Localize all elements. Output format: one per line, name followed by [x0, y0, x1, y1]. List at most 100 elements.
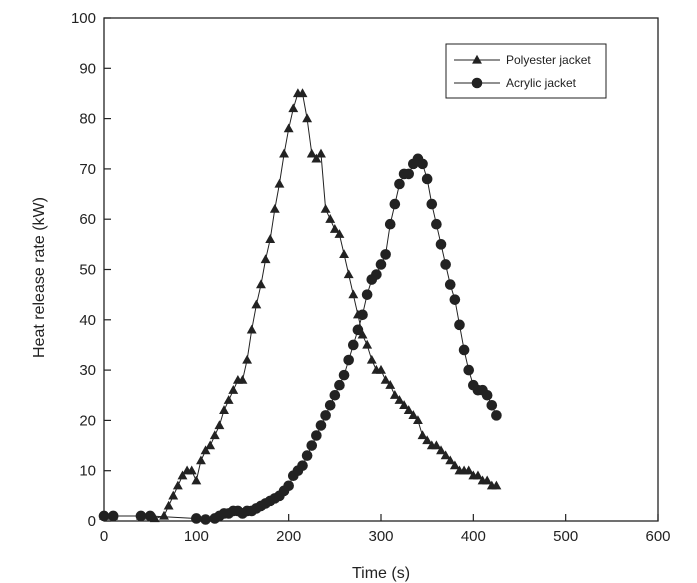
- data-point: [440, 259, 451, 270]
- x-tick-label: 300: [368, 528, 393, 545]
- data-point: [219, 405, 229, 414]
- y-axis-ticks: 0 10 20 30 40 50 60 70 80 90 100: [71, 10, 111, 530]
- data-point: [320, 203, 331, 213]
- data-point: [269, 203, 280, 213]
- data-point: [417, 158, 428, 170]
- data-point: [306, 440, 318, 451]
- y-tick-label: 0: [88, 513, 96, 530]
- data-point: [265, 234, 276, 243]
- data-point: [435, 239, 447, 250]
- series-line: [104, 92, 497, 520]
- data-point: [491, 480, 502, 490]
- data-point: [163, 500, 174, 510]
- series-polyester: [99, 88, 502, 523]
- data-point: [458, 344, 470, 356]
- data-point: [205, 440, 216, 450]
- data-point: [274, 178, 285, 188]
- y-tick-label: 50: [79, 262, 96, 279]
- y-tick-label: 80: [79, 111, 96, 128]
- data-point: [348, 339, 359, 351]
- data-point: [445, 455, 456, 465]
- data-point: [449, 460, 460, 470]
- data-point: [394, 395, 405, 404]
- data-point: [325, 214, 336, 223]
- data-point: [334, 229, 345, 238]
- data-point: [260, 254, 271, 264]
- data-point: [380, 374, 391, 384]
- data-point: [334, 379, 345, 391]
- data-point: [186, 465, 197, 475]
- data-point: [196, 455, 206, 465]
- data-point: [343, 354, 354, 366]
- data-point: [394, 178, 405, 190]
- data-point: [320, 410, 331, 421]
- data-point: [384, 218, 396, 230]
- data-point: [389, 198, 401, 210]
- data-point: [297, 88, 308, 98]
- data-point: [408, 410, 419, 420]
- data-point: [343, 269, 354, 279]
- data-point: [444, 279, 456, 290]
- data-point: [399, 400, 410, 409]
- data-point: [209, 430, 220, 440]
- data-point: [251, 299, 262, 309]
- data-point: [279, 148, 289, 158]
- data-point: [371, 269, 382, 280]
- y-tick-label: 30: [79, 362, 96, 379]
- data-point: [436, 445, 446, 455]
- y-tick-label: 90: [79, 60, 96, 77]
- data-point: [385, 379, 396, 389]
- data-point: [463, 465, 474, 475]
- data-point: [288, 103, 299, 113]
- data-point: [486, 400, 498, 411]
- data-point: [214, 420, 225, 430]
- data-point: [426, 198, 438, 210]
- data-point: [283, 123, 294, 133]
- data-point: [357, 329, 368, 339]
- data-point: [440, 450, 451, 460]
- data-point: [481, 389, 493, 401]
- data-point: [421, 173, 433, 185]
- data-point: [431, 218, 442, 230]
- data-point: [177, 470, 188, 480]
- x-tick-label: 400: [461, 528, 486, 545]
- data-point: [338, 369, 350, 381]
- data-point: [357, 309, 368, 321]
- data-point: [306, 148, 317, 158]
- data-point: [256, 279, 266, 289]
- y-tick-label: 100: [71, 10, 96, 27]
- y-tick-label: 40: [79, 312, 96, 329]
- data-point: [449, 294, 461, 305]
- x-axis-label: Time (s): [352, 565, 410, 582]
- data-point: [283, 480, 294, 492]
- data-point: [348, 289, 359, 299]
- data-point: [144, 510, 156, 522]
- x-axis-ticks: 0 100 200 300 400 500 600: [100, 514, 671, 545]
- data-point: [431, 440, 442, 450]
- legend-box: [445, 43, 607, 99]
- data-point: [422, 435, 433, 445]
- data-point: [301, 450, 313, 461]
- data-point: [403, 168, 415, 180]
- x-tick-label: 200: [276, 528, 301, 545]
- legend-marker: [471, 77, 483, 89]
- data-point: [311, 153, 322, 163]
- data-point: [98, 510, 110, 522]
- legend-marker: [472, 54, 482, 64]
- series-layer: [98, 88, 502, 525]
- data-point: [324, 400, 336, 411]
- data-point: [191, 513, 202, 524]
- x-tick-label: 0: [100, 528, 108, 545]
- data-point: [380, 249, 391, 260]
- data-point: [200, 445, 211, 455]
- y-axis-label: Heat release rate (kW): [31, 197, 48, 358]
- data-point: [200, 514, 211, 525]
- data-point: [375, 259, 387, 270]
- data-point: [329, 389, 341, 401]
- data-point: [135, 510, 147, 522]
- y-tick-label: 60: [79, 211, 96, 228]
- data-point: [339, 249, 350, 259]
- x-tick-label: 500: [553, 528, 578, 545]
- data-point: [454, 319, 465, 331]
